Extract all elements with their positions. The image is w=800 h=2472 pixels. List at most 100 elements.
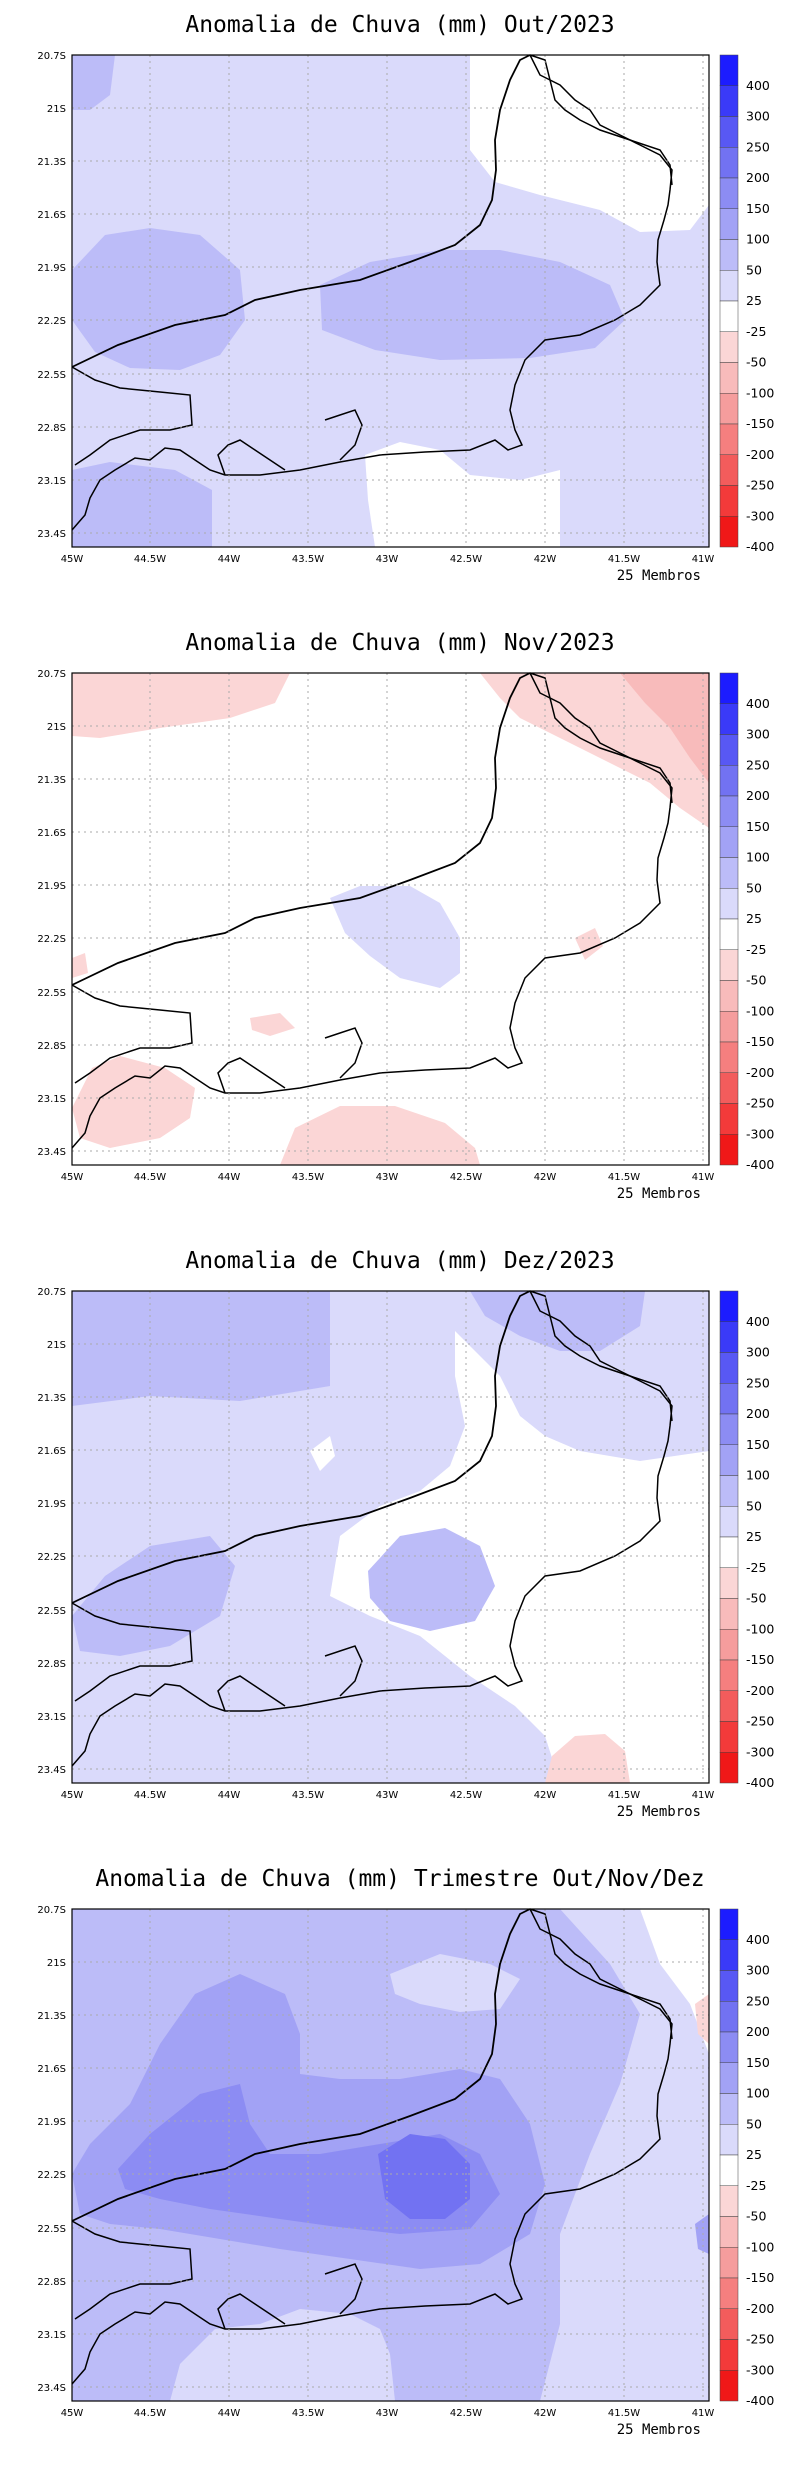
- lon-tick-label: 44.5W: [134, 2408, 166, 2419]
- colorbar-label: 150: [746, 819, 770, 834]
- colorbar-label: 150: [746, 2055, 770, 2070]
- lat-tick-label: 22.5S: [37, 1606, 66, 1617]
- colorbar-swatch: [719, 949, 739, 981]
- lon-tick-label: 42W: [534, 1172, 557, 1183]
- map-panel-nov-2023: Anomalia de Chuva (mm) Nov/2023: [0, 618, 800, 1236]
- lon-tick-label: 44.5W: [134, 1790, 166, 1801]
- anomaly-field: [72, 673, 709, 1165]
- colorbar-label: -150: [746, 2270, 774, 2285]
- panel-title: Anomalia de Chuva (mm) Trimestre Out/Nov…: [95, 1866, 705, 1892]
- map-frame: [71, 1290, 710, 1784]
- colorbar-label: 400: [746, 1932, 770, 1947]
- colorbar-label: -400: [746, 1157, 774, 1172]
- colorbar-label: 200: [746, 2024, 770, 2039]
- colorbar-swatch: [719, 208, 739, 240]
- lon-tick-label: 45W: [61, 1172, 84, 1183]
- colorbar-swatch: [719, 1103, 739, 1135]
- colorbar-swatch: [719, 672, 739, 704]
- colorbar-label: -150: [746, 416, 774, 431]
- colorbar-label: -200: [746, 1065, 774, 1080]
- colorbar-label: -200: [746, 2301, 774, 2316]
- colorbar-label: 300: [746, 1963, 770, 1978]
- coastline-southwest: [71, 1602, 193, 1702]
- colorbar-swatch: [719, 1908, 739, 1940]
- colorbar-label: -250: [746, 1096, 774, 1111]
- colorbar-swatch: [719, 734, 739, 766]
- lon-tick-label: 44W: [218, 1790, 241, 1801]
- lon-tick-label: 41.5W: [608, 1172, 640, 1183]
- colorbar-label: -50: [746, 1591, 766, 1606]
- lat-tick-label: 22.2S: [37, 2170, 66, 2181]
- members-label: 25 Membros: [616, 568, 701, 584]
- coastline-bays: [217, 1027, 363, 1094]
- colorbar-label: -400: [746, 539, 774, 554]
- colorbar-label: -250: [746, 1714, 774, 1729]
- lon-tick-label: 41.5W: [608, 554, 640, 565]
- coastline-bays: [217, 1645, 363, 1712]
- lat-tick-label: 23.1S: [37, 1094, 66, 1105]
- colorbar-label: 200: [746, 170, 770, 185]
- lon-tick-label: 44W: [218, 554, 241, 565]
- lat-tick-label: 23.1S: [37, 476, 66, 487]
- colorbar-swatch: [719, 423, 739, 455]
- map-panel-dez-2023: Anomalia de Chuva (mm) Dez/2023: [0, 1236, 800, 1854]
- longitude-labels: 45W 44.5W 44W 43.5W 43W 42.5W 42W 41.5W 41W: [61, 1172, 715, 1183]
- colorbar-swatch: [719, 1752, 739, 1784]
- lat-tick-label: 21.9S: [37, 1499, 66, 1510]
- colorbar-label: 250: [746, 139, 770, 154]
- colorbar-swatch: [719, 1072, 739, 1104]
- state-border: [71, 1908, 673, 2385]
- map-figure: 20.7S 21S 21.3S 21.6S 21.9S 22.2S 22.5S 22.8S 23…: [37, 51, 774, 565]
- coastline: [71, 1908, 531, 2222]
- colorbar-label: 250: [746, 757, 770, 772]
- map-figure: 20.7S 21S 21.3S 21.6S 21.9S 22.2S 22.5S 22.8S 23…: [37, 1905, 774, 2419]
- anomaly-field: [72, 1291, 709, 1783]
- anomaly-field: [72, 55, 709, 547]
- latitude-labels: 20.7S 21S 21.3S 21.6S 21.9S 22.2S 22.5S 22.8S 23…: [37, 669, 66, 1158]
- colorbar-swatch: [719, 1321, 739, 1353]
- colorbar-legend: 400 300 250 200 150 100 50 25 -25 -50 -100 -150 -200…: [719, 1908, 774, 2408]
- colorbar-label: -250: [746, 478, 774, 493]
- colorbar-label: -300: [746, 508, 774, 523]
- colorbar-label: -25: [746, 1560, 766, 1575]
- colorbar-label: -150: [746, 1034, 774, 1049]
- colorbar-swatch: [719, 2277, 739, 2309]
- latitude-labels: 20.7S 21S 21.3S 21.6S 21.9S 22.2S 22.5S 22.8S 23…: [37, 1287, 66, 1776]
- lon-tick-label: 43W: [376, 1172, 399, 1183]
- lat-tick-label: 23.1S: [37, 1712, 66, 1723]
- state-border: [71, 1290, 673, 1767]
- lat-tick-label: 22.8S: [37, 1041, 66, 1052]
- lon-tick-label: 44W: [218, 1172, 241, 1183]
- colorbar-swatch: [719, 1598, 739, 1630]
- colorbar-swatch: [719, 85, 739, 117]
- colorbar-swatch: [719, 485, 739, 517]
- east-coast: [529, 54, 673, 186]
- colorbar-label: 300: [746, 1345, 770, 1360]
- colorbar-swatch: [719, 2216, 739, 2248]
- colorbar-swatch: [719, 393, 739, 425]
- lon-tick-label: 45W: [61, 2408, 84, 2419]
- lon-tick-label: 41W: [692, 554, 715, 565]
- lat-tick-label: 21S: [47, 104, 66, 115]
- colorbar-label: 25: [746, 911, 762, 926]
- gridlines: [72, 1291, 709, 1783]
- colorbar-label: 150: [746, 1437, 770, 1452]
- colorbar-swatch: [719, 918, 739, 950]
- lon-tick-label: 43.5W: [292, 554, 324, 565]
- colorbar-label: 50: [746, 262, 762, 277]
- colorbar-label: 250: [746, 1993, 770, 2008]
- lon-tick-label: 41W: [692, 1790, 715, 1801]
- colorbar-swatch: [719, 2062, 739, 2094]
- panel-title: Anomalia de Chuva (mm) Dez/2023: [185, 1248, 615, 1274]
- colorbar-label: -400: [746, 1775, 774, 1790]
- map-frame: [71, 672, 710, 1166]
- colorbar-label: -300: [746, 1744, 774, 1759]
- colorbar-label: 400: [746, 696, 770, 711]
- lat-tick-label: 20.7S: [37, 669, 66, 680]
- colorbar-label: 400: [746, 1314, 770, 1329]
- colorbar-swatch: [719, 1475, 739, 1507]
- colorbar-swatch: [719, 1939, 739, 1971]
- lon-tick-label: 43.5W: [292, 1172, 324, 1183]
- colorbar-label: -250: [746, 2332, 774, 2347]
- lon-tick-label: 44.5W: [134, 554, 166, 565]
